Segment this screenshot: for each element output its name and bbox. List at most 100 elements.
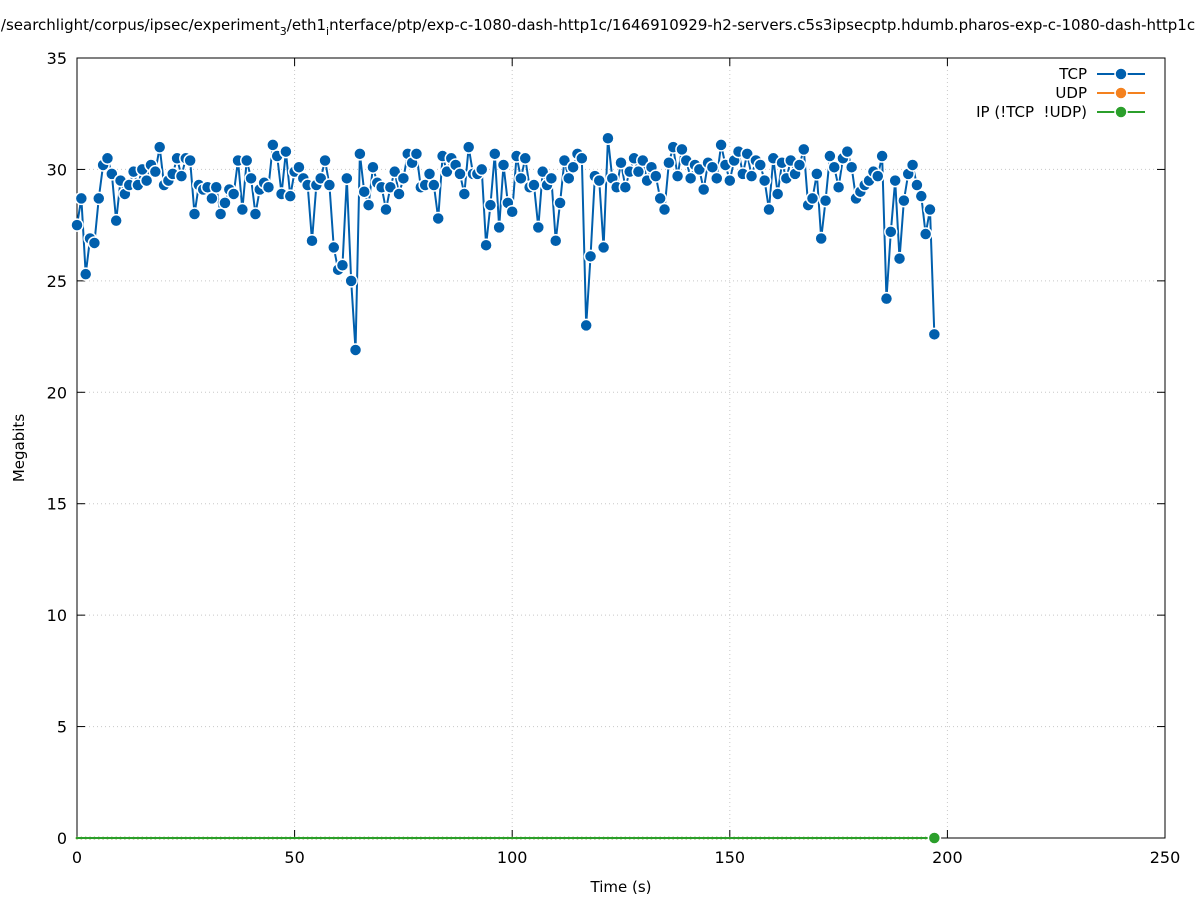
data-point (798, 836, 801, 840)
data-point (827, 160, 841, 174)
data-point (441, 836, 444, 840)
data-point (396, 171, 411, 186)
data-point (492, 220, 506, 235)
data-point (453, 167, 467, 181)
data-point (167, 836, 170, 840)
data-point (711, 836, 714, 840)
data-point (74, 191, 89, 206)
data-point (696, 182, 711, 197)
data-point (280, 836, 283, 840)
data-point (349, 836, 353, 840)
data-point (484, 836, 488, 840)
data-point (880, 836, 884, 840)
data-point (406, 836, 410, 840)
data-point (844, 160, 859, 174)
data-point (210, 836, 214, 840)
data-point (914, 189, 929, 203)
legend-label: TCP (1058, 65, 1087, 83)
data-point (235, 202, 250, 217)
y-tick-label: 10 (47, 606, 67, 625)
title-subscript: i (326, 25, 329, 38)
data-point (132, 836, 135, 840)
data-point (214, 836, 218, 840)
data-point (232, 836, 235, 840)
data-point (106, 836, 109, 840)
data-point (863, 836, 867, 840)
data-point (757, 173, 772, 188)
data-point (619, 836, 623, 840)
data-point (776, 836, 779, 840)
data-point (245, 836, 249, 840)
data-point (476, 836, 479, 840)
data-point (292, 160, 306, 174)
x-tick-label: 50 (284, 848, 304, 867)
data-point (553, 196, 567, 210)
data-point (580, 836, 584, 840)
data-point (589, 836, 592, 840)
y-tick-label: 35 (47, 49, 67, 68)
data-point (293, 836, 296, 840)
data-point (489, 836, 492, 840)
data-point (140, 836, 144, 840)
data-point (663, 836, 666, 840)
data-point (109, 213, 123, 228)
data-point (328, 836, 331, 840)
data-point (898, 836, 901, 840)
data-point (763, 836, 766, 840)
data-point (213, 207, 228, 221)
data-point (423, 836, 427, 840)
data-point (93, 836, 96, 840)
data-point (361, 198, 376, 212)
data-point (100, 151, 115, 166)
data-point (367, 836, 370, 840)
data-point (262, 836, 266, 840)
data-point (389, 836, 392, 840)
data-point (906, 836, 910, 840)
data-point (645, 836, 649, 840)
data-point (545, 836, 549, 840)
data-point (884, 225, 898, 239)
data-point (676, 836, 679, 840)
data-point (840, 144, 855, 159)
data-point (327, 240, 341, 255)
data-point (911, 836, 914, 840)
x-tick-label: 0 (72, 848, 82, 867)
data-point (662, 155, 676, 170)
data-point (366, 160, 380, 174)
title-subscript: 3 (280, 25, 287, 38)
data-point (888, 173, 902, 188)
data-point (315, 836, 318, 840)
y-axis-label: Megabits (10, 414, 28, 482)
data-point (818, 193, 833, 208)
data-point (596, 240, 611, 255)
data-point (792, 158, 807, 172)
data-point (805, 191, 820, 206)
data-point (288, 836, 292, 840)
data-point (910, 178, 924, 192)
data-point (714, 138, 728, 152)
data-point (537, 836, 540, 840)
data-point (693, 836, 697, 840)
data-point (497, 836, 501, 840)
legend-swatch (1114, 105, 1128, 119)
data-point (323, 836, 327, 840)
data-point (815, 836, 819, 840)
data-point (657, 202, 672, 217)
data-point (641, 836, 645, 840)
data-point (850, 836, 853, 840)
x-tick-label: 100 (497, 848, 528, 867)
data-point (105, 167, 119, 181)
data-point (767, 836, 771, 840)
data-point (467, 836, 470, 840)
data-point (670, 169, 685, 183)
data-point (828, 836, 832, 840)
data-point (879, 291, 894, 306)
data-point (531, 220, 546, 235)
data-point (571, 836, 575, 840)
data-point (483, 198, 498, 212)
data-point (254, 836, 257, 840)
data-point (810, 167, 824, 181)
data-point (893, 836, 897, 840)
data-point (275, 836, 279, 840)
